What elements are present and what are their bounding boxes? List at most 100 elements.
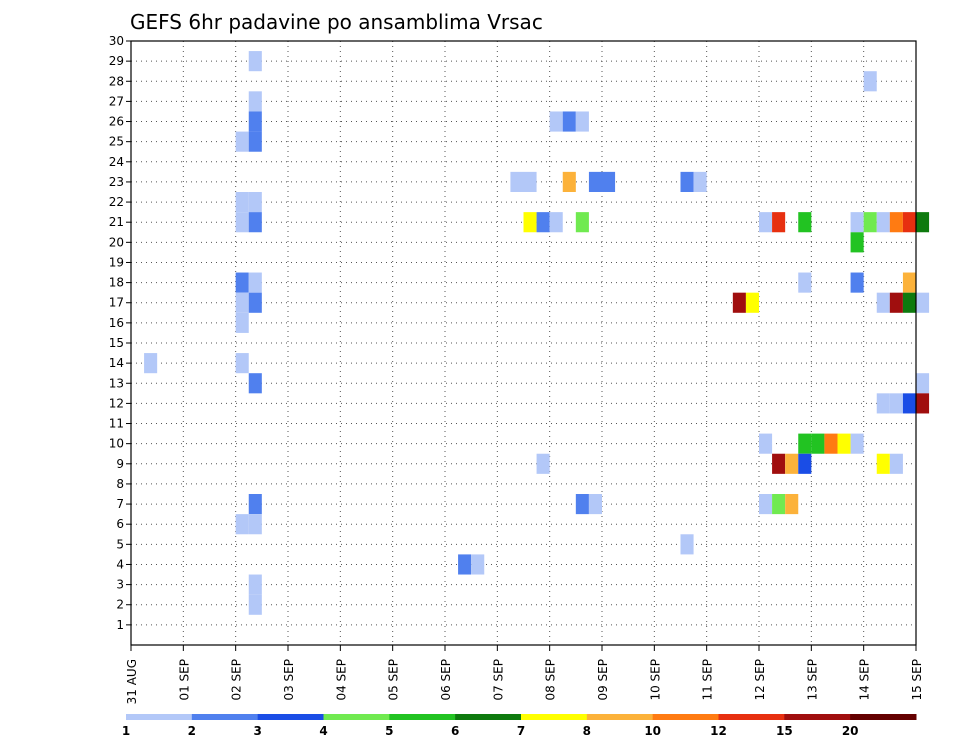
x-tick-label: 11 SEP [701, 659, 715, 701]
data-cell [248, 574, 262, 595]
data-cell [248, 111, 262, 132]
legend-label: 8 [583, 724, 591, 738]
data-cell [916, 393, 930, 414]
data-cell [575, 212, 589, 233]
data-cell [235, 292, 249, 313]
legend-label: 5 [385, 724, 393, 738]
x-tick-label: 08 SEP [544, 659, 558, 701]
data-cell [562, 111, 576, 132]
data-cell [471, 554, 485, 575]
data-cell [549, 212, 563, 233]
data-cell [850, 272, 864, 293]
data-cell [575, 111, 589, 132]
x-tick-label: 05 SEP [387, 659, 401, 701]
data-cell [876, 212, 890, 233]
data-cell [902, 272, 916, 293]
data-cell [693, 171, 707, 192]
data-cell [759, 433, 773, 454]
data-cell [235, 131, 249, 152]
legend-swatch [521, 714, 588, 720]
y-tick-label: 3 [116, 578, 124, 592]
data-cell [785, 453, 799, 474]
y-tick-label: 24 [109, 155, 124, 169]
data-cell [144, 353, 158, 374]
data-cell [680, 171, 694, 192]
data-cell [562, 171, 576, 192]
y-tick-label: 19 [109, 255, 124, 269]
y-tick-label: 11 [109, 417, 124, 431]
data-cell [523, 171, 537, 192]
data-cell [536, 453, 550, 474]
y-tick-label: 5 [116, 537, 124, 551]
data-cell [248, 51, 262, 72]
x-tick-label: 07 SEP [491, 659, 505, 701]
data-cell [759, 212, 773, 233]
legend-swatch [191, 714, 259, 720]
data-cell [772, 494, 786, 515]
y-tick-label: 22 [109, 195, 124, 209]
legend-label: 6 [451, 724, 459, 738]
data-cell [850, 212, 864, 233]
data-cell [889, 292, 903, 313]
gridlines [131, 40, 916, 645]
data-cell [902, 393, 916, 414]
data-cell [902, 292, 916, 313]
x-tick-label: 03 SEP [282, 659, 296, 701]
y-tick-label: 14 [109, 356, 124, 370]
y-tick-label: 23 [109, 175, 124, 189]
x-tick-label: 06 SEP [439, 659, 453, 701]
y-tick-label: 21 [109, 215, 124, 229]
legend-swatch [850, 714, 917, 720]
y-tick-label: 20 [109, 235, 124, 249]
data-cell [850, 232, 864, 253]
y-tick-label: 7 [116, 497, 124, 511]
x-tick-label: 12 SEP [753, 659, 767, 701]
data-cell [772, 453, 786, 474]
legend-label: 20 [842, 724, 859, 738]
y-tick-label: 12 [109, 396, 124, 410]
data-cell [876, 393, 890, 414]
x-tick-label: 15 SEP [910, 659, 924, 701]
data-cell [588, 494, 602, 515]
y-tick-label: 6 [116, 517, 124, 531]
data-cell [235, 192, 249, 213]
data-cell [772, 212, 786, 233]
y-tick-label: 30 [109, 34, 124, 48]
y-tick-label: 2 [116, 598, 124, 612]
data-cell [248, 514, 262, 535]
legend-swatch [257, 714, 324, 720]
legend-swatch [389, 714, 456, 720]
data-cell [889, 453, 903, 474]
data-cell [549, 111, 563, 132]
data-cell [916, 373, 930, 394]
legend-swatch [652, 714, 719, 720]
legend-label: 2 [188, 724, 196, 738]
data-cell [916, 292, 930, 313]
data-cell [680, 534, 694, 555]
legend-swatch [718, 714, 785, 720]
legend-label: 15 [776, 724, 793, 738]
data-cell [602, 171, 616, 192]
y-tick-label: 15 [109, 336, 124, 350]
data-cell [798, 272, 812, 293]
data-cell [235, 312, 249, 333]
legend-label: 4 [319, 724, 327, 738]
y-tick-label: 9 [116, 457, 124, 471]
y-tick-label: 17 [109, 296, 124, 310]
x-tick-label: 13 SEP [805, 659, 819, 701]
y-tick-label: 10 [109, 437, 124, 451]
data-cell [248, 192, 262, 213]
data-cell [785, 494, 799, 515]
data-cell [248, 272, 262, 293]
data-cell [248, 212, 262, 233]
x-tick-label: 02 SEP [230, 659, 244, 701]
x-tick-label: 01 SEP [177, 659, 191, 701]
y-tick-label: 8 [116, 477, 124, 491]
data-cell [798, 433, 812, 454]
legend-label: 3 [253, 724, 261, 738]
data-cell [798, 453, 812, 474]
legend-label: 1 [122, 724, 130, 738]
data-cell [732, 292, 746, 313]
data-cell [575, 494, 589, 515]
